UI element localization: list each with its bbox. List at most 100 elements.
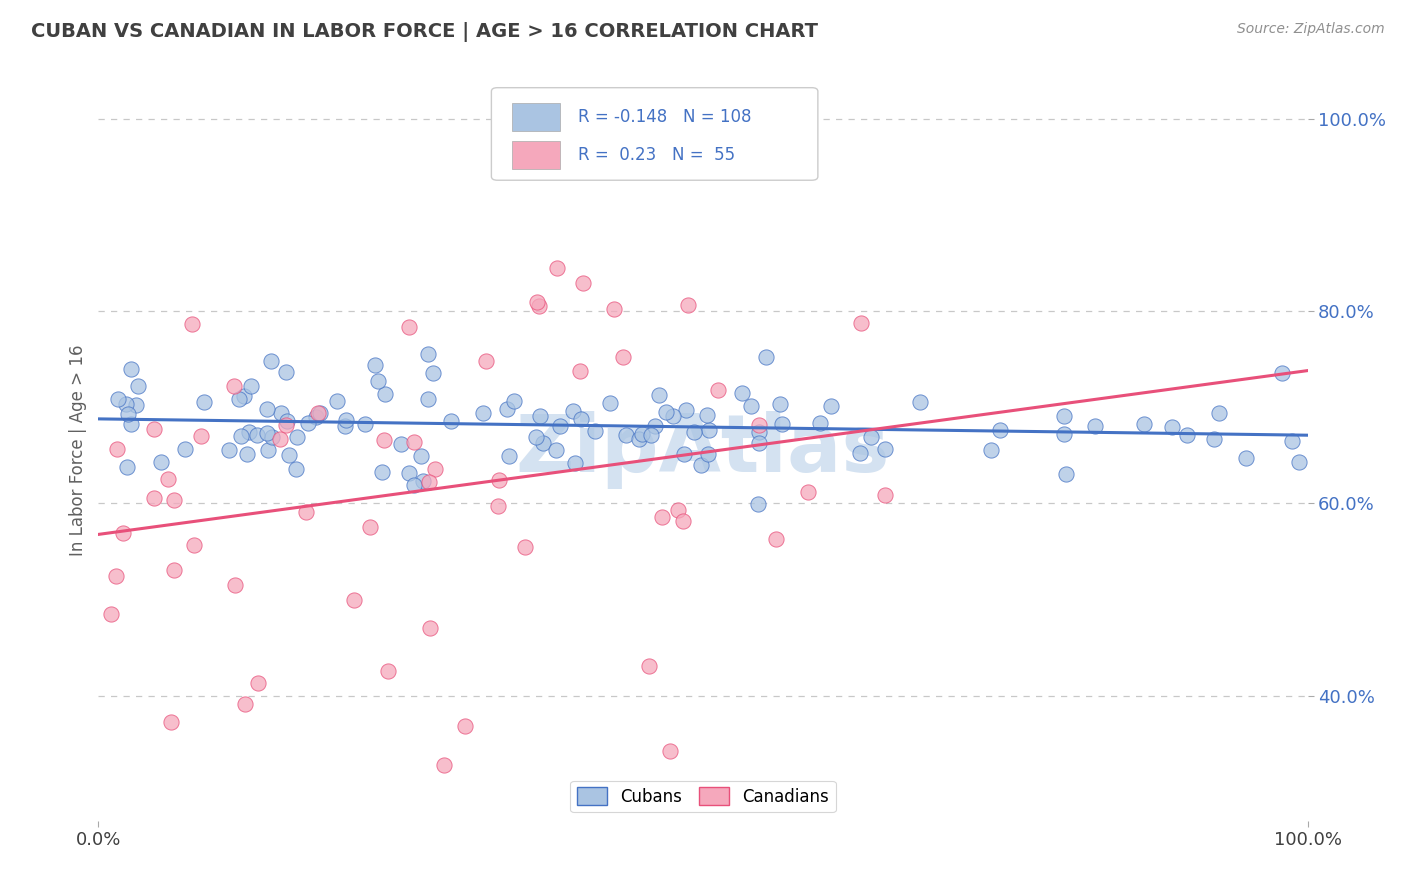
Point xyxy=(644,418,666,433)
Point xyxy=(228,392,250,407)
Point xyxy=(707,383,730,397)
Point xyxy=(495,402,517,417)
Point xyxy=(353,417,375,432)
Point xyxy=(696,447,718,461)
Point xyxy=(526,295,548,310)
Point xyxy=(335,413,357,427)
Point xyxy=(433,758,456,772)
Point xyxy=(256,442,278,457)
Point xyxy=(229,429,252,443)
Point xyxy=(748,418,770,433)
Point xyxy=(673,447,696,461)
Point xyxy=(256,402,278,417)
Point xyxy=(820,399,842,413)
Point xyxy=(276,414,298,428)
Point xyxy=(419,622,441,636)
Point xyxy=(769,397,792,411)
Point xyxy=(731,386,754,401)
Point xyxy=(256,426,278,441)
Point xyxy=(648,387,671,401)
Point xyxy=(672,514,695,528)
Point xyxy=(163,493,186,508)
Point xyxy=(1053,426,1076,441)
Point xyxy=(488,474,510,488)
Point xyxy=(475,353,498,368)
Point xyxy=(849,316,872,330)
Point xyxy=(1054,467,1077,482)
FancyBboxPatch shape xyxy=(492,87,818,180)
Point xyxy=(1053,409,1076,423)
Point xyxy=(765,532,787,546)
Point xyxy=(1175,428,1198,442)
Point xyxy=(531,436,554,450)
Point xyxy=(105,442,128,456)
Point xyxy=(120,362,142,376)
Point xyxy=(190,429,212,443)
Point xyxy=(1234,451,1257,466)
Point xyxy=(875,488,897,502)
Point xyxy=(127,379,149,393)
Point xyxy=(193,395,215,409)
Point xyxy=(612,351,634,365)
Point xyxy=(682,425,704,440)
Point xyxy=(326,393,349,408)
Text: Source: ZipAtlas.com: Source: ZipAtlas.com xyxy=(1237,22,1385,37)
Point xyxy=(247,675,270,690)
Point xyxy=(150,455,173,469)
Point xyxy=(270,406,292,420)
Point xyxy=(260,354,283,368)
Point xyxy=(374,386,396,401)
Point xyxy=(848,446,870,460)
Point xyxy=(276,418,298,433)
Point xyxy=(359,520,381,534)
Point xyxy=(631,427,654,442)
Point xyxy=(232,389,254,403)
Point xyxy=(260,430,283,444)
Point xyxy=(398,466,420,480)
Point xyxy=(117,407,139,421)
Point xyxy=(343,593,366,607)
Point xyxy=(548,418,571,433)
Point xyxy=(529,409,551,423)
Point xyxy=(402,477,425,491)
Point xyxy=(1133,417,1156,432)
Point xyxy=(488,499,510,513)
Point xyxy=(527,299,550,313)
Point xyxy=(373,433,395,447)
Point xyxy=(755,351,778,365)
Point xyxy=(285,429,308,443)
Point xyxy=(233,697,256,711)
Text: ZipAtlas: ZipAtlas xyxy=(516,411,890,490)
Point xyxy=(402,435,425,450)
Point xyxy=(740,399,762,413)
Point xyxy=(546,260,568,275)
Point xyxy=(697,424,720,438)
Legend: Cubans, Canadians: Cubans, Canadians xyxy=(571,780,835,813)
Point xyxy=(104,569,127,583)
Point xyxy=(860,429,883,443)
Point xyxy=(797,485,820,500)
Point xyxy=(808,416,831,430)
Point xyxy=(675,402,697,417)
Point xyxy=(651,510,673,524)
Point xyxy=(690,458,713,473)
Point xyxy=(163,563,186,577)
Point xyxy=(640,428,662,442)
Point xyxy=(568,364,591,378)
Point xyxy=(142,491,165,505)
Point xyxy=(546,442,568,457)
Point xyxy=(309,406,332,420)
Point xyxy=(112,525,135,540)
Point xyxy=(561,403,583,417)
Point xyxy=(583,425,606,439)
Point xyxy=(654,405,676,419)
Point xyxy=(628,432,651,446)
Point xyxy=(515,541,537,555)
Point xyxy=(246,428,269,442)
Point xyxy=(666,502,689,516)
Point xyxy=(770,417,793,431)
Point xyxy=(1084,419,1107,434)
Point xyxy=(676,298,699,312)
Point xyxy=(218,442,240,457)
Point xyxy=(1208,406,1230,420)
